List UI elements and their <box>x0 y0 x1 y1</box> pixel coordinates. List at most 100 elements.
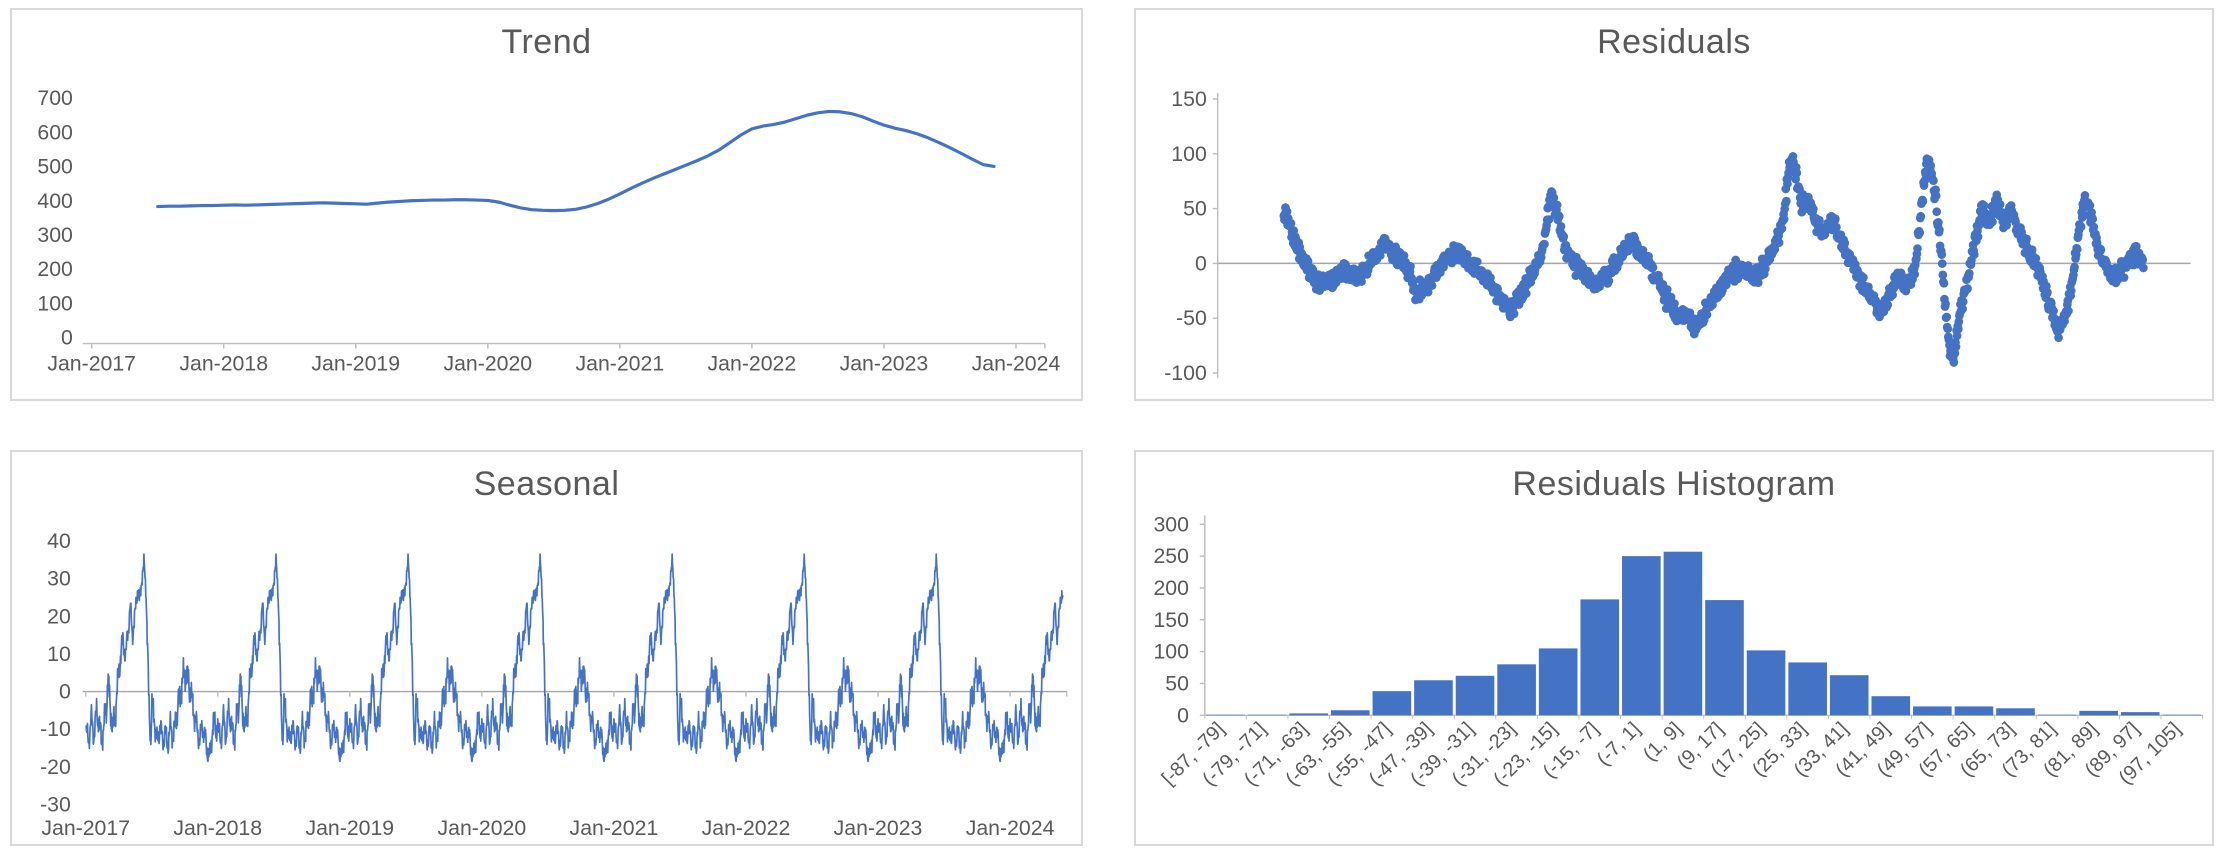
residual-point <box>1913 244 1922 253</box>
residual-point <box>1666 292 1676 302</box>
residual-point <box>2072 244 2082 254</box>
y-axis-tick-label: 500 <box>37 155 72 179</box>
residual-point <box>1556 222 1566 231</box>
histogram-bar <box>1497 664 1536 716</box>
residual-point <box>2138 255 2148 265</box>
trend-series-line <box>156 109 996 213</box>
residual-point <box>1958 304 1967 314</box>
residual-point <box>1979 201 1989 211</box>
residual-point <box>1670 299 1679 308</box>
y-axis-tick-label: 250 <box>1153 544 1188 568</box>
residual-point <box>1832 222 1841 232</box>
residual-point <box>2066 286 2076 296</box>
residual-point <box>1559 232 1569 241</box>
histogram-bar <box>1455 675 1495 716</box>
residual-point <box>2131 241 2141 251</box>
residual-point <box>1399 251 1409 260</box>
x-axis-tick-label: Jan-2017 <box>47 351 136 375</box>
residual-point <box>1963 284 1972 293</box>
histogram-bar <box>1414 680 1453 716</box>
residual-point <box>1662 285 1672 294</box>
residual-point <box>1462 250 1472 259</box>
residual-point <box>2077 213 2087 222</box>
residual-point <box>1859 273 1868 282</box>
residual-point <box>1951 342 1961 352</box>
residual-point <box>1973 232 1983 242</box>
x-axis-tick-label: Jan-2019 <box>305 816 394 840</box>
residual-point <box>1509 309 1519 319</box>
histogram-axes: 300 250 200 150 100 50 0 <box>1153 512 2204 727</box>
x-axis-tick-label: Jan-2018 <box>173 816 262 840</box>
histogram-bars <box>1206 551 2202 716</box>
x-axis-tick-label: Jan-2024 <box>966 816 1055 840</box>
residual-point <box>1964 269 1974 278</box>
y-axis-tick-label: 150 <box>1171 87 1206 111</box>
residual-point <box>2119 273 2129 282</box>
residuals-axes: 150 100 50 0 -50 -100 <box>1164 87 2191 385</box>
residual-point <box>1943 324 1953 334</box>
residual-point <box>1815 215 1824 225</box>
histogram-bar <box>1622 556 1661 716</box>
histogram-bar <box>1788 662 1827 716</box>
x-axis-tick-label: Jan-2023 <box>840 351 929 375</box>
y-axis-tick-label: 50 <box>1165 671 1189 695</box>
y-axis-tick-label: 300 <box>1153 512 1188 536</box>
residual-point <box>1303 256 1313 266</box>
residual-point <box>1958 297 1968 307</box>
y-axis-tick-label: 0 <box>1177 703 1189 727</box>
residual-point <box>1935 225 1944 235</box>
histogram-bar <box>1954 706 1994 716</box>
histogram-bar <box>1289 713 1329 716</box>
residual-point <box>1357 277 1366 286</box>
residual-point <box>1932 207 1942 217</box>
histogram-bar <box>1705 600 1744 716</box>
residual-point <box>1472 257 1482 266</box>
residual-point <box>1988 217 1997 227</box>
residual-point <box>1486 273 1495 283</box>
y-axis-tick-label: 100 <box>1171 142 1206 166</box>
residual-point <box>1910 269 1920 279</box>
residual-point <box>1282 207 1292 216</box>
residual-point <box>2054 333 2063 343</box>
histogram-bar <box>1538 648 1578 716</box>
histogram-bar <box>1372 691 1412 716</box>
residual-point <box>1552 200 1562 210</box>
residual-point <box>1918 196 1928 206</box>
residual-point <box>2064 306 2073 316</box>
residual-point <box>1931 191 1941 201</box>
y-axis-tick-label: 0 <box>61 326 73 350</box>
y-axis-tick-label: 300 <box>37 223 72 247</box>
residual-point <box>2085 201 2095 210</box>
y-axis-tick-label: -100 <box>1164 361 1207 385</box>
residual-point <box>1544 215 1554 224</box>
residuals-plot-area: 150 100 50 0 -50 -100 <box>1164 87 2191 385</box>
y-axis-tick-label: 200 <box>37 257 72 281</box>
x-axis-tick-label: Jan-2020 <box>438 816 527 840</box>
residual-point <box>2049 306 2058 316</box>
seasonal-chart-panel: Seasonal 40 30 20 10 0 -10 -20 -30 Jan-2017 Jan-2… <box>10 450 1083 846</box>
histogram-bar <box>2037 714 2077 716</box>
residual-point <box>1761 264 1770 274</box>
residual-point <box>1888 290 1898 300</box>
residuals-chart-title: Residuals <box>1597 23 1751 61</box>
y-axis-tick-label: 0 <box>59 680 71 704</box>
residual-point <box>1286 218 1296 228</box>
residual-point <box>1830 214 1840 224</box>
residual-point <box>1554 212 1564 221</box>
y-axis-tick-label: -30 <box>40 792 71 816</box>
y-axis-tick-label: 0 <box>1195 251 1207 275</box>
residual-point <box>1915 228 1925 237</box>
residual-point <box>2088 214 2098 224</box>
residual-point <box>1969 250 1979 259</box>
residual-point <box>1840 238 1850 248</box>
x-axis-tick-label: Jan-2021 <box>576 351 665 375</box>
y-axis-tick-label: 30 <box>47 567 71 591</box>
y-axis-tick-label: 150 <box>1153 608 1188 632</box>
residual-point <box>1949 358 1959 367</box>
y-axis-tick-label: 600 <box>37 120 72 144</box>
y-axis-tick-label: 700 <box>37 86 72 110</box>
y-axis-tick-label: -20 <box>40 755 71 779</box>
